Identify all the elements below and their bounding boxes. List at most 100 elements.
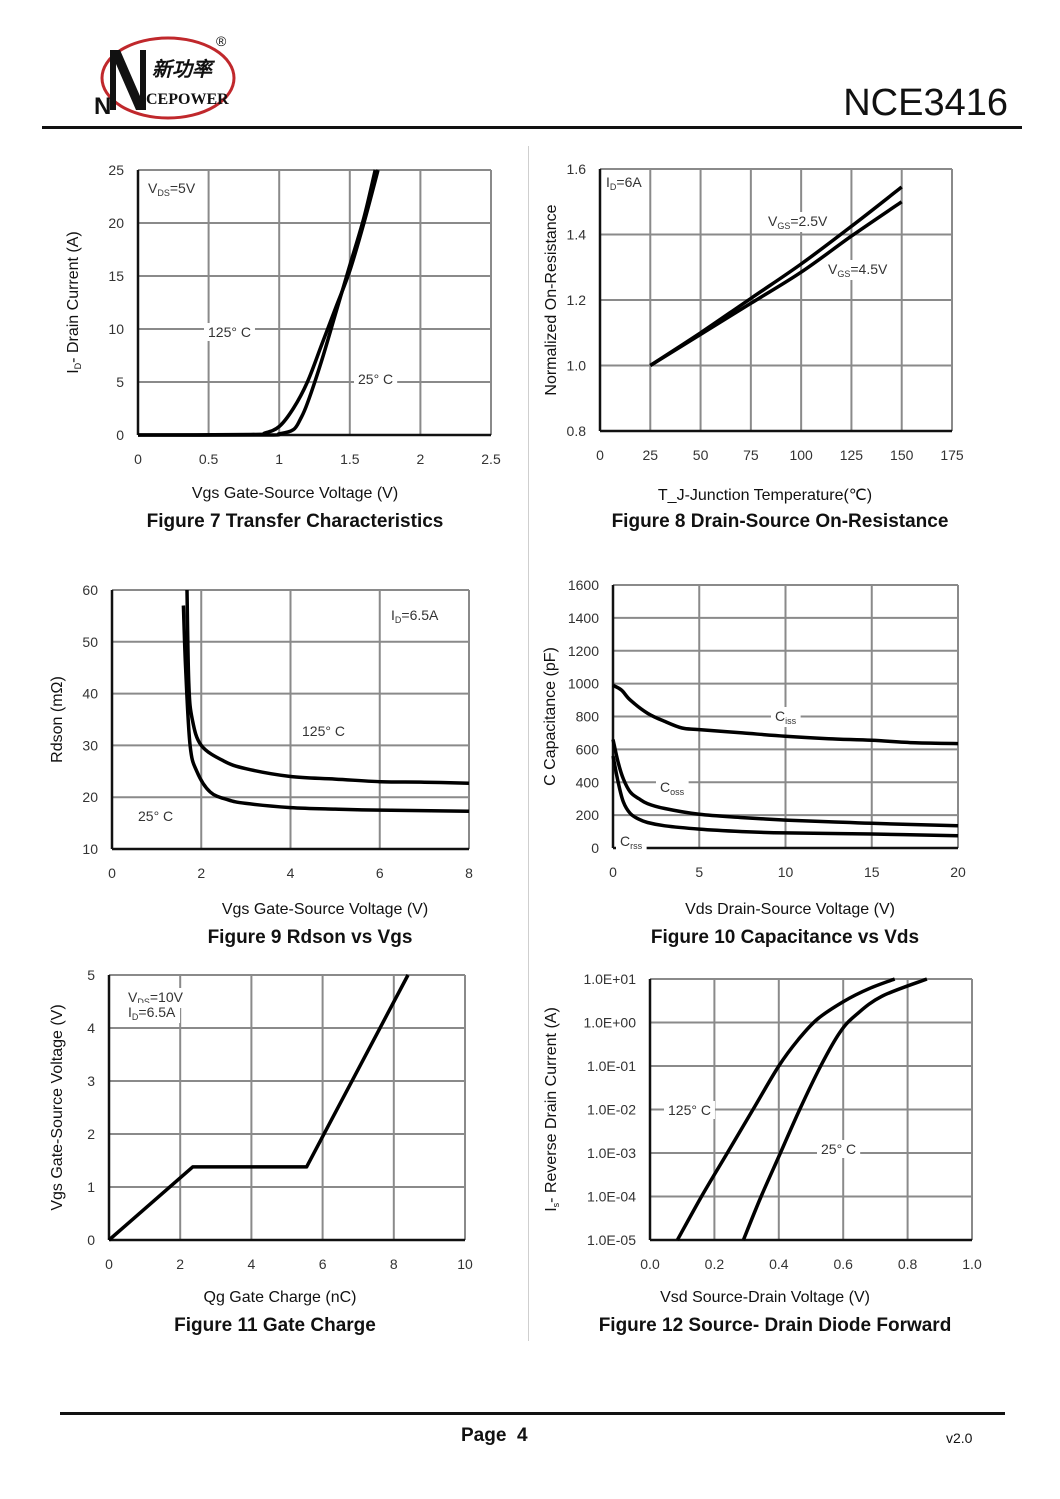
x-tick-label: 0 — [108, 865, 116, 881]
x-tick-label: 2 — [176, 1256, 184, 1272]
y-axis-label: Vgs Gate-Source Voltage (V) — [49, 1004, 66, 1210]
fig11-title: Figure 11 Gate Charge — [174, 1315, 376, 1336]
column-divider — [528, 146, 529, 1341]
y-tick-label: 1400 — [568, 610, 599, 626]
y-tick-label: 50 — [82, 634, 98, 650]
registered-mark: ® — [216, 33, 227, 49]
chart-annotation: 125° C — [208, 324, 251, 340]
annotation-background — [602, 173, 647, 193]
y-tick-label: 20 — [82, 789, 98, 805]
part-number: NCE3416 — [843, 82, 1008, 124]
company-logo: N 新功率 CEPOWER ® — [88, 30, 238, 122]
chart-annotation: 25° C — [358, 371, 393, 387]
y-axis-label: Rdson (mΩ) — [49, 676, 66, 763]
series-line-1 — [612, 683, 959, 746]
x-tick-label: 15 — [864, 864, 880, 880]
annotation-background — [204, 323, 255, 341]
annotation-background — [824, 260, 892, 280]
y-tick-label: 1.4 — [567, 227, 587, 243]
footer-rule — [60, 1412, 1005, 1415]
y-tick-label: 200 — [576, 807, 600, 823]
y-tick-label: 400 — [576, 774, 600, 790]
annotation-background — [656, 778, 689, 798]
x-tick-label: 0 — [105, 1256, 113, 1272]
chart-annotation: Ciss — [775, 708, 797, 726]
x-tick-label: 0.2 — [705, 1256, 725, 1272]
y-tick-label: 1.2 — [567, 292, 587, 308]
y-tick-label: 0 — [116, 427, 124, 443]
chart-annotation: VDS=10V — [128, 989, 184, 1007]
fig11-xlabel: Qg Gate Charge (nC) — [203, 1289, 357, 1306]
y-tick-label: 1.0E-01 — [587, 1058, 636, 1074]
fig8-xlabel: T_J-Junction Temperature(℃) — [657, 487, 873, 504]
series-line-2 — [649, 200, 903, 367]
fig8-title: Figure 8 Drain-Source On-Resistance — [611, 511, 949, 532]
x-tick-label: 50 — [693, 447, 709, 463]
x-tick-label: 8 — [465, 865, 473, 881]
x-tick-label: 75 — [743, 447, 759, 463]
y-tick-label: 1.0E+01 — [583, 971, 636, 987]
y-tick-label: 1000 — [568, 676, 599, 692]
series-line-1 — [107, 974, 410, 1242]
y-tick-label: 10 — [108, 321, 124, 337]
chart-annotation: ID=6A — [606, 174, 642, 192]
y-tick-label: 60 — [82, 582, 98, 598]
annotation-background — [771, 707, 801, 727]
fig10-title: Figure 10 Capacitance vs Vds — [650, 927, 920, 948]
x-tick-label: 0.5 — [199, 451, 219, 467]
x-tick-label: 100 — [789, 447, 813, 463]
x-tick-label: 6 — [376, 865, 384, 881]
y-tick-label: 5 — [87, 967, 95, 983]
x-tick-label: 0.0 — [640, 1256, 660, 1272]
x-tick-label: 20 — [950, 864, 966, 880]
chart-annotation: VGS=4.5V — [828, 261, 888, 279]
y-tick-label: 5 — [116, 374, 124, 390]
fig12-xlabel: Vsd Source-Drain Voltage (V) — [660, 1289, 870, 1306]
logo-chinese-name: 新功率 — [152, 57, 216, 81]
y-tick-label: 1.0E+00 — [583, 1015, 636, 1031]
x-tick-label: 0 — [134, 451, 142, 467]
series-line-1 — [185, 589, 470, 785]
chart-annotation: VDS=5V — [148, 180, 196, 198]
chart-annotation: Crss — [620, 833, 643, 851]
x-tick-label: 25 — [642, 447, 658, 463]
chart-annotation: ID=6.5A — [128, 1004, 176, 1022]
header-rule — [42, 126, 1022, 129]
x-tick-label: 1 — [275, 451, 283, 467]
x-tick-label: 8 — [390, 1256, 398, 1272]
chart-annotation: 125° C — [302, 723, 345, 739]
y-tick-label: 1.0E-04 — [587, 1189, 636, 1205]
y-tick-label: 3 — [87, 1073, 95, 1089]
x-tick-label: 0 — [609, 864, 617, 880]
x-tick-label: 4 — [287, 865, 295, 881]
x-tick-label: 0.8 — [898, 1256, 918, 1272]
fig7-xlabel: Vgs Gate-Source Voltage (V) — [191, 485, 399, 502]
fig9-title: Figure 9 Rdson vs Vgs — [207, 927, 413, 948]
y-tick-label: 600 — [576, 741, 600, 757]
y-tick-label: 40 — [82, 686, 98, 702]
chart-annotation: 125° C — [668, 1102, 711, 1118]
annotation-background — [354, 370, 398, 388]
y-tick-label: 1.0E-03 — [587, 1145, 636, 1161]
x-tick-label: 2 — [197, 865, 205, 881]
x-tick-label: 175 — [940, 447, 964, 463]
logo-english-name: CEPOWER — [146, 91, 229, 108]
x-tick-label: 6 — [319, 1256, 327, 1272]
annotation-background — [764, 212, 832, 232]
x-tick-label: 10 — [457, 1256, 473, 1272]
annotation-background — [664, 1101, 715, 1119]
series-line-2 — [611, 739, 959, 828]
fig10-xlabel: Vds Drain-Source Voltage (V) — [685, 901, 895, 918]
y-axis-label: ID- Drain Current (A) — [65, 231, 83, 374]
annotation-background — [144, 179, 200, 199]
y-axis-label: C Capacitance (pF) — [542, 647, 559, 786]
y-tick-label: 0.8 — [567, 423, 587, 439]
x-tick-label: 4 — [248, 1256, 256, 1272]
chart-annotation: VGS=2.5V — [768, 213, 828, 231]
x-tick-label: 0.4 — [769, 1256, 789, 1272]
fig12-title: Figure 12 Source- Drain Diode Forward — [598, 1315, 952, 1336]
